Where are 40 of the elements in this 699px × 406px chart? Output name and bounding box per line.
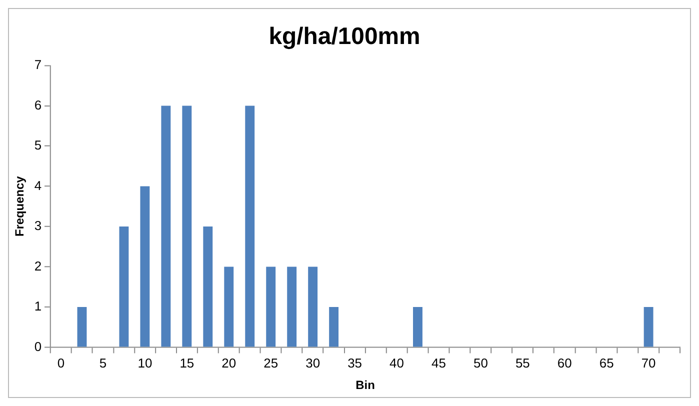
bar — [161, 106, 171, 347]
chart-title: kg/ha/100mm — [268, 22, 420, 50]
x-tick-label: 30 — [306, 356, 320, 371]
y-tick-label: 4 — [34, 178, 42, 193]
x-tick-label: 50 — [473, 356, 488, 371]
x-tick-label: 5 — [99, 356, 107, 371]
x-tick-label: 20 — [222, 356, 236, 371]
bar — [203, 226, 213, 347]
bar — [140, 186, 150, 347]
bar — [644, 307, 654, 347]
y-tick-label: 0 — [34, 338, 42, 354]
y-tick-label: 5 — [34, 138, 42, 153]
bar — [287, 266, 297, 347]
bar — [119, 226, 129, 347]
x-tick-label: 45 — [432, 356, 446, 371]
x-tick-label: 70 — [641, 356, 656, 371]
y-tick-label: 7 — [34, 57, 42, 72]
bar — [77, 307, 87, 347]
bar — [308, 266, 318, 347]
y-tick-label: 1 — [34, 298, 42, 314]
bar — [329, 307, 339, 347]
x-tick-label: 25 — [264, 356, 278, 371]
x-tick-label: 65 — [599, 356, 614, 371]
x-tick-label: 15 — [180, 356, 194, 371]
x-tick-label: 35 — [348, 356, 362, 371]
y-axis-title: Frequency — [12, 176, 26, 237]
x-tick-label: 55 — [515, 356, 530, 371]
x-tick-label: 0 — [57, 356, 65, 371]
bar — [245, 106, 255, 347]
bar — [413, 307, 422, 347]
x-tick-label: 60 — [557, 356, 572, 371]
y-tick-label: 3 — [34, 218, 42, 234]
bar — [182, 106, 192, 347]
y-tick-label: 6 — [34, 97, 42, 112]
x-tick-label: 10 — [138, 356, 152, 371]
x-axis-title: Bin — [356, 378, 375, 392]
x-tick-label: 40 — [390, 356, 404, 371]
bar — [224, 266, 234, 347]
y-tick-label: 2 — [34, 258, 42, 274]
bar — [266, 266, 276, 347]
